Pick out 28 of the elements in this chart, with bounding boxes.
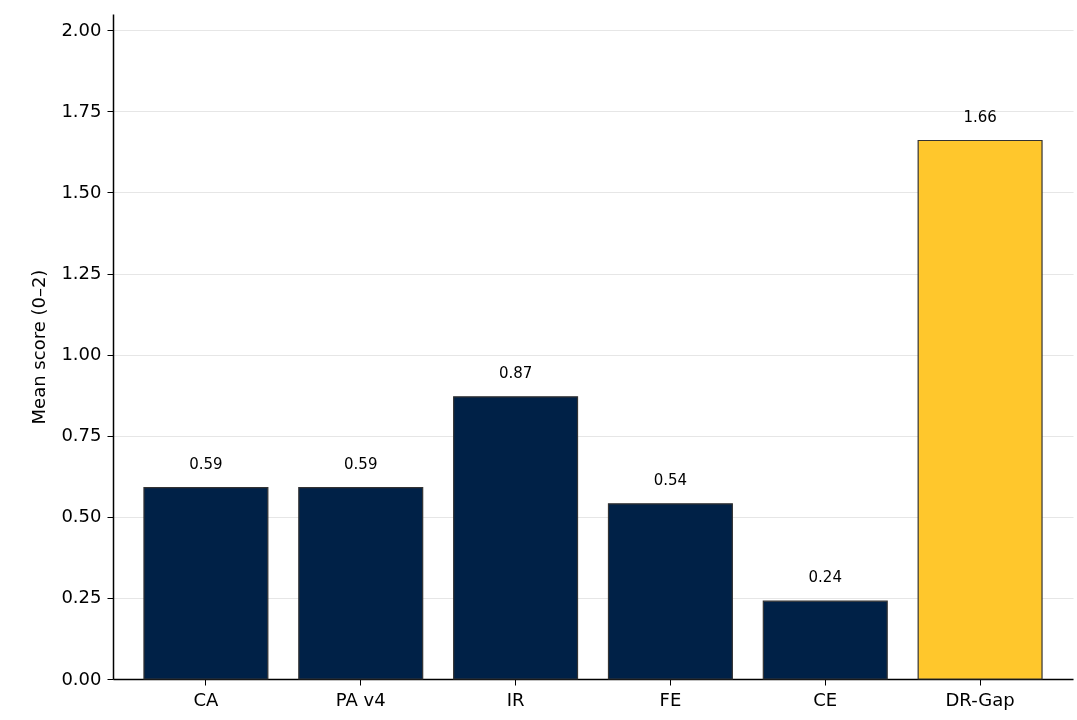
- y-tick-label: 1.25: [61, 262, 102, 284]
- data-label: 0.24: [808, 568, 842, 587]
- data-label: 0.59: [344, 454, 378, 473]
- y-tick-label: 1.50: [61, 180, 102, 202]
- bar: [607, 503, 733, 680]
- y-tick-label: 0.50: [61, 505, 102, 527]
- y-tick-label: 1.00: [61, 343, 102, 365]
- data-label: 0.54: [653, 470, 688, 489]
- y-axis-title: Mean score (0–2): [28, 269, 50, 425]
- y-tick-label: 0.75: [61, 424, 102, 446]
- x-tick-label: DR-Gap: [945, 688, 1015, 710]
- x-tick-label: PA v4: [335, 688, 386, 710]
- bar: [762, 600, 888, 680]
- x-tick-label: CE: [813, 688, 838, 710]
- y-tick-label: 0.00: [61, 667, 102, 689]
- data-label: 0.59: [189, 454, 223, 473]
- bar: [143, 487, 269, 680]
- y-tick-label: 1.75: [61, 99, 102, 121]
- x-tick-label: CA: [193, 688, 220, 710]
- y-tick-label: 2.00: [61, 18, 102, 40]
- data-label: 0.87: [498, 363, 533, 382]
- x-tick-label: IR: [506, 688, 525, 710]
- bar: [453, 396, 579, 680]
- data-label: 1.66: [963, 107, 997, 126]
- y-tick-label: 0.25: [61, 586, 102, 608]
- bar: [298, 487, 424, 680]
- bar: [917, 139, 1043, 680]
- x-tick-label: FE: [659, 688, 682, 710]
